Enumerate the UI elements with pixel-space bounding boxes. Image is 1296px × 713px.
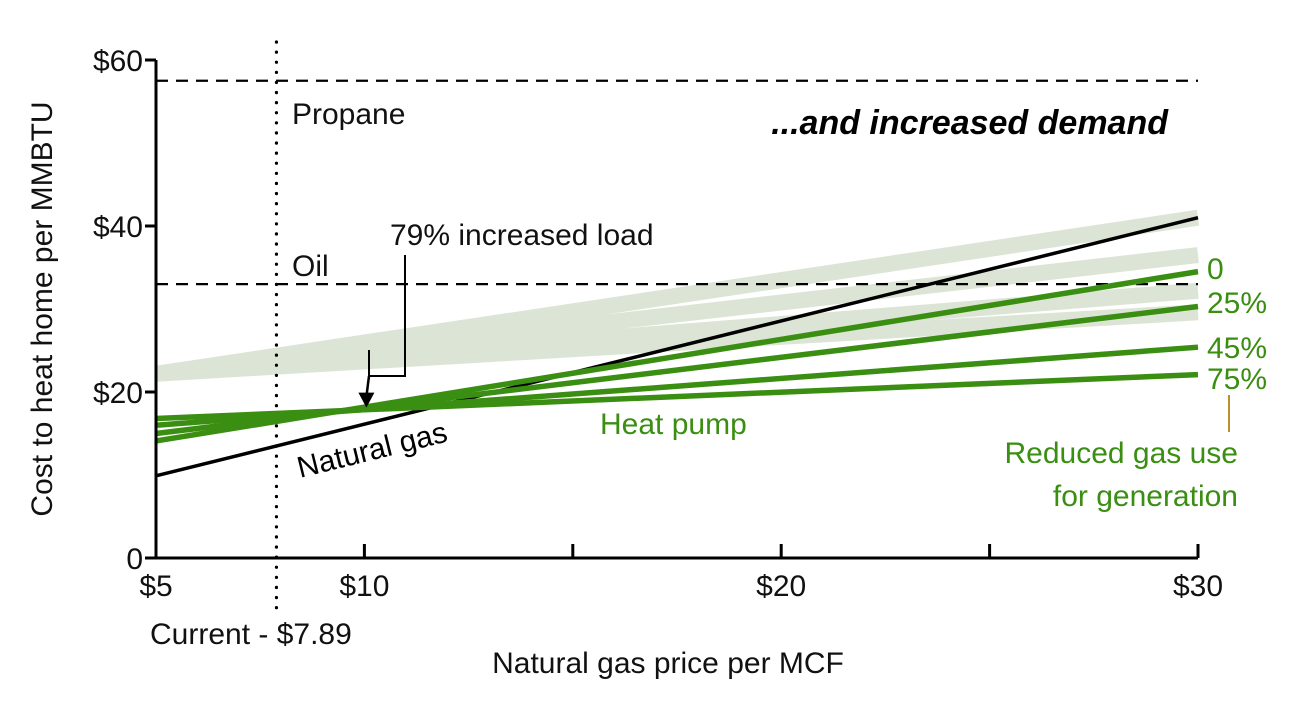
- oil-label: Oil: [292, 250, 329, 283]
- annotation-arrow-head: [358, 392, 375, 408]
- reference-lines: [156, 40, 1198, 614]
- series-lines: [155, 216, 1199, 478]
- annotation-label: 79% increased load: [390, 219, 654, 252]
- series-label-45: 45%: [1207, 332, 1267, 365]
- y-tick-label: 0: [126, 543, 143, 576]
- chart-labels: Natural gas price per MCF Cost to heat ho…: [26, 98, 1267, 680]
- group-label-line-1: Reduced gas use: [1005, 437, 1239, 470]
- x-axis-label: Natural gas price per MCF: [492, 647, 844, 680]
- axis-ticks: 0 $20 $40 $60 $5 $10 $20 $30: [93, 45, 1223, 603]
- heat-pump-label: Heat pump: [600, 408, 747, 441]
- baseline-bands: [154, 209, 1200, 382]
- current-price-label: Current - $7.89: [150, 618, 352, 651]
- y-axis-label: Cost to heat home per MMBTU: [26, 101, 59, 516]
- x-tick-label: $30: [1173, 570, 1223, 603]
- group-label-line-2: for generation: [1053, 480, 1238, 513]
- axes: [154, 60, 1198, 560]
- series-line-natural-gas: [155, 216, 1199, 478]
- series-label-75: 75%: [1207, 363, 1267, 396]
- series-label-0: 0: [1207, 253, 1224, 286]
- x-tick-label: $10: [339, 570, 389, 603]
- propane-label: Propane: [292, 98, 405, 131]
- y-tick-label: $40: [93, 211, 143, 244]
- series-line-75: [155, 371, 1199, 422]
- y-tick-label: $20: [93, 377, 143, 410]
- annotation-bracket: [368, 255, 406, 377]
- x-tick-label: $20: [756, 570, 806, 603]
- natural-gas-label: Natural gas: [294, 416, 451, 485]
- x-tick-label: $5: [139, 570, 172, 603]
- baseline-band-4: [155, 304, 1199, 382]
- chart-title: ...and increased demand: [771, 104, 1169, 142]
- y-tick-label: $60: [93, 45, 143, 78]
- series-label-25: 25%: [1207, 287, 1267, 320]
